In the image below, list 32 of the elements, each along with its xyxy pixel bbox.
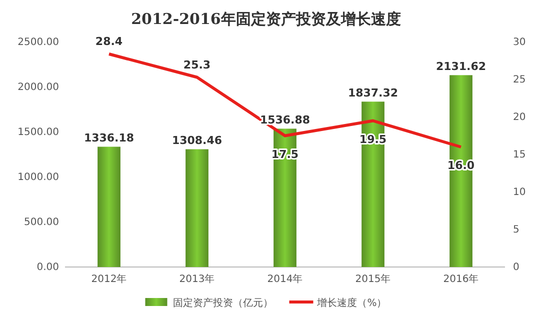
bar: [450, 75, 472, 267]
y2-tick-label: 30: [513, 37, 526, 48]
y-tick-label: 2500.00: [18, 37, 59, 48]
y2-tick-label: 10: [513, 187, 526, 198]
data-label: 1837.32: [348, 86, 398, 100]
y-tick-label: 0.00: [36, 262, 59, 274]
x-tick-label: 2015年: [355, 273, 391, 286]
x-tick-label: 2016年: [443, 273, 479, 286]
x-tick-label: 2014年: [267, 273, 303, 286]
bar: [186, 149, 208, 267]
bar: [98, 146, 120, 267]
legend-label: 增长速度（%）: [316, 297, 387, 309]
y-tick-label: 2000.00: [18, 82, 59, 94]
y2-tick-label: 5: [513, 224, 520, 236]
data-label: 1308.46: [172, 134, 222, 148]
x-tick-label: 2012年: [91, 273, 127, 286]
bar: [362, 102, 384, 267]
data-label: 1336.18: [84, 132, 134, 145]
y-tick-label: 500.00: [24, 217, 59, 228]
chart-title: 2012-2016年固定资产投资及增长速度: [131, 10, 401, 28]
y-tick-label: 1500.00: [18, 127, 59, 138]
y2-tick-label: 15: [513, 150, 526, 161]
data-label: 28.4: [95, 35, 123, 48]
y2-tick-label: 25: [513, 74, 526, 86]
y2-tick-label: 20: [513, 112, 526, 124]
data-label: 2131.62: [436, 60, 486, 74]
data-label: 25.3: [183, 58, 211, 72]
y-tick-label: 1000.00: [18, 172, 59, 184]
legend-label: 固定资产投资（亿元）: [173, 297, 274, 309]
bar: [274, 128, 296, 267]
x-tick-label: 2013年: [179, 273, 215, 286]
y2-tick-label: 0: [513, 262, 520, 274]
